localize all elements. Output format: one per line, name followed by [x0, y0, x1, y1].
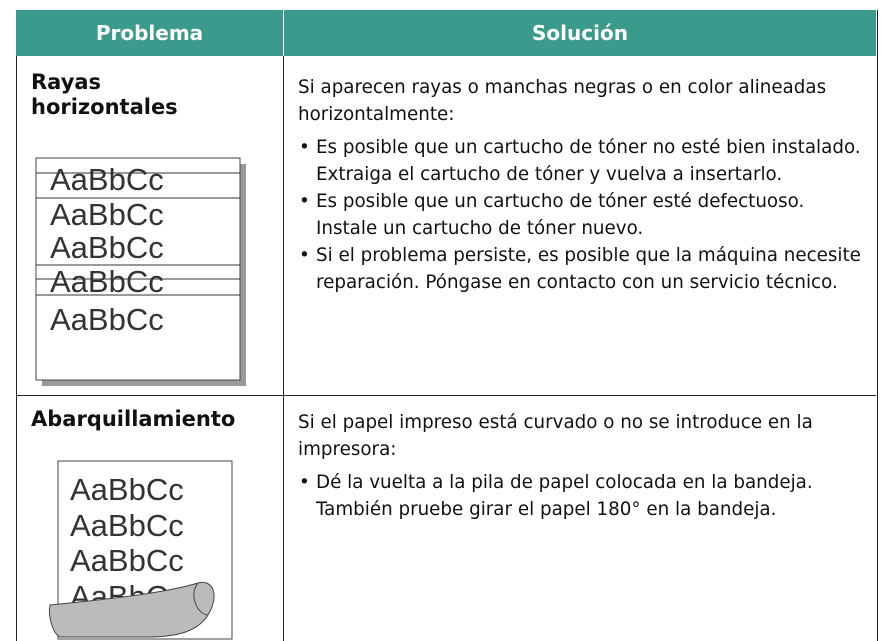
header-cell: Solución: [284, 10, 876, 56]
solution: Si aparecen rayas o manchas negras o en …: [298, 74, 863, 296]
sample-text: AaBbCc: [50, 162, 164, 197]
column-divider: [283, 56, 284, 641]
bullet: Es posible que un cartucho de tóner esté…: [299, 188, 863, 242]
sample-text: AaBbCc: [50, 302, 164, 337]
bullet: Es posible que un cartucho de tóner no e…: [299, 134, 863, 188]
bullet-list: Dé la vuelta a la pila de papel colocada…: [298, 469, 863, 523]
problem: Abarquillamiento: [31, 407, 236, 431]
header-cell: Problema: [16, 10, 283, 56]
page-curl: [49, 581, 215, 638]
sample-text: AaBbCc: [50, 264, 164, 299]
bullet: Si el problema persiste, es posible que …: [299, 242, 863, 296]
sample-text: AaBbCc: [70, 508, 184, 543]
sample-text: AaBbCc: [70, 472, 184, 507]
bullet: Dé la vuelta a la pila de papel colocada…: [299, 469, 863, 523]
solution: Si el papel impreso está curvado o no se…: [298, 409, 863, 523]
problem: Rayas horizontales: [31, 70, 178, 119]
row-divider: [16, 395, 876, 396]
solution-intro: Si aparecen rayas o manchas negras o en …: [298, 77, 827, 125]
sample-text: AaBbCc: [50, 197, 164, 232]
sample-text: AaBbCc: [70, 543, 184, 578]
sample-text: AaBbCc: [50, 230, 164, 265]
bullet-list: Es posible que un cartucho de tóner no e…: [298, 134, 863, 296]
sample-illustration: AaBbCc AaBbCc AaBbCc AaBbCc: [49, 460, 233, 640]
table: [16, 10, 878, 641]
curl-edge: [193, 582, 209, 616]
sample-illustration: AaBbCc AaBbCc AaBbCc AaBbCc AaBbCc: [35, 157, 246, 386]
solution-intro: Si el papel impreso está curvado o no se…: [298, 412, 813, 460]
page: [35, 157, 241, 381]
